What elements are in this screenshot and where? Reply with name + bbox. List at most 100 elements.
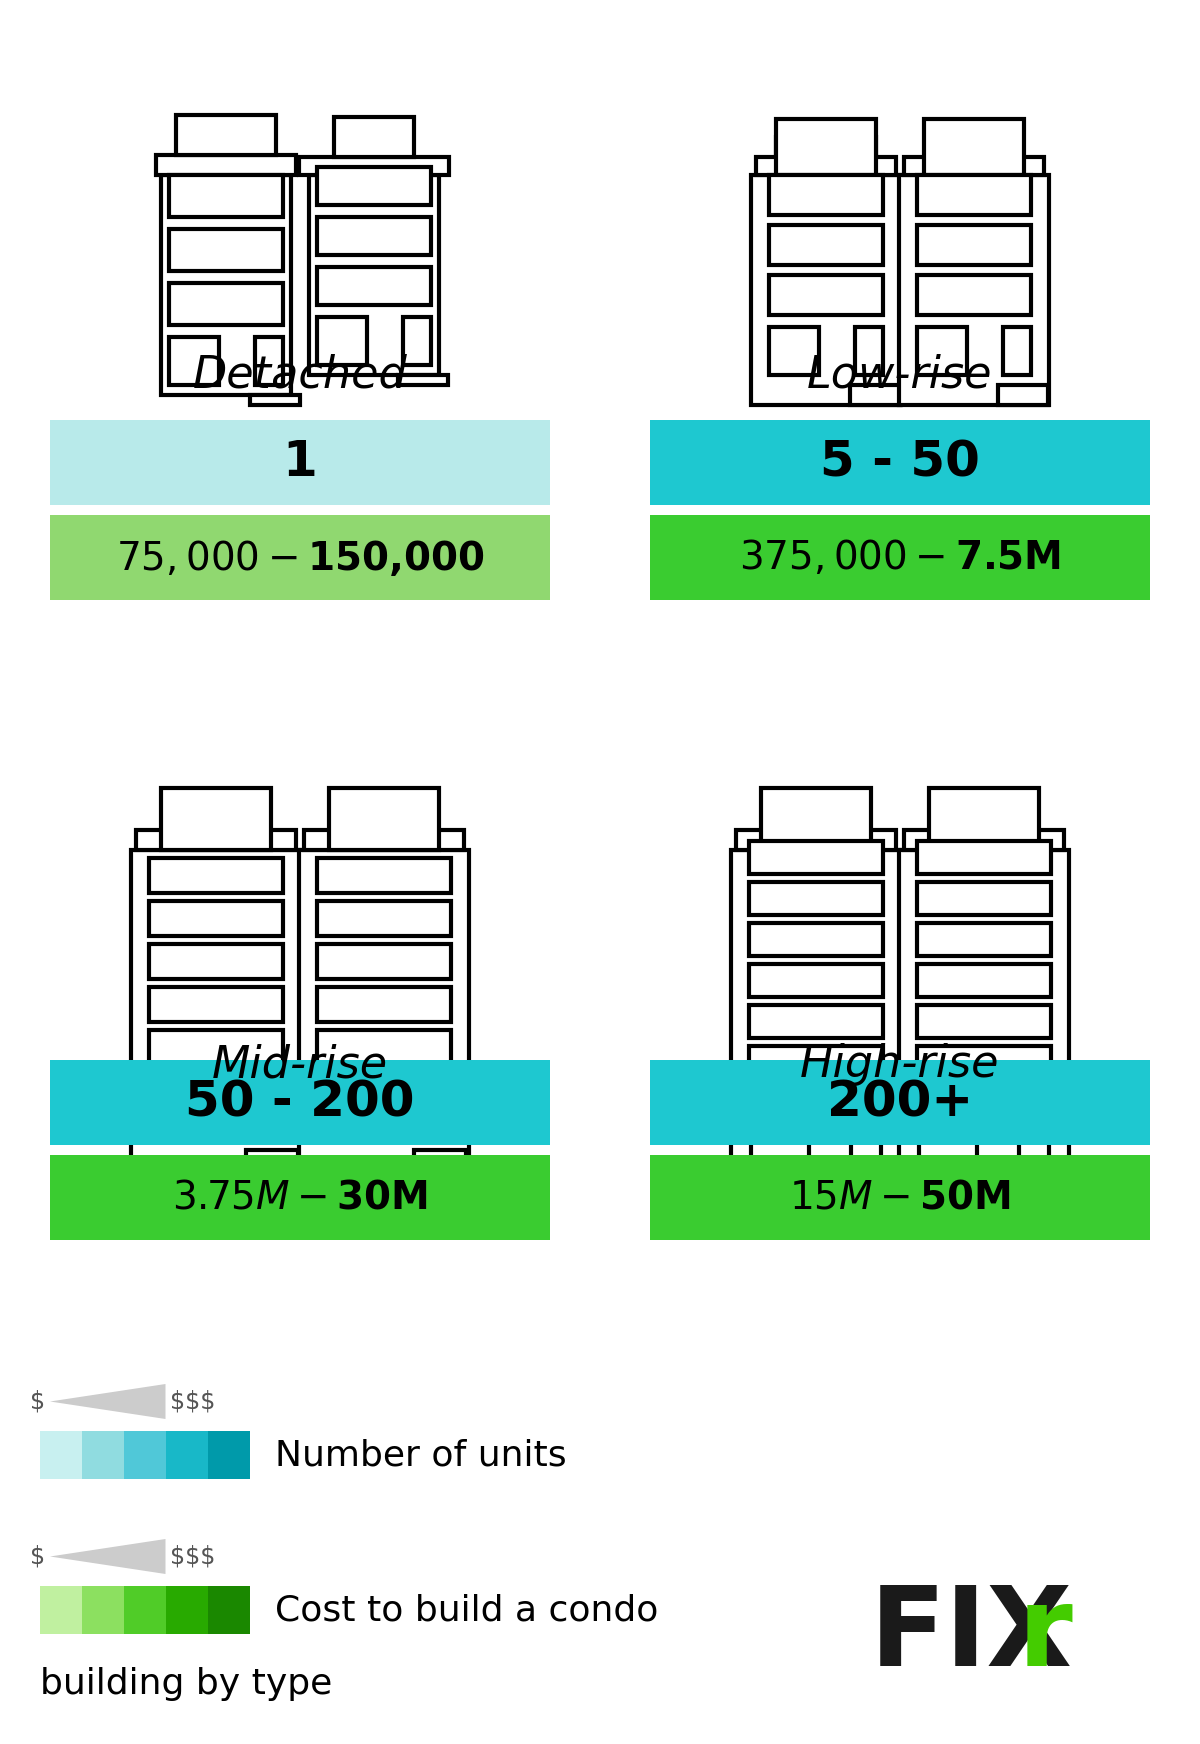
FancyBboxPatch shape [304, 830, 464, 849]
FancyBboxPatch shape [50, 514, 550, 600]
FancyBboxPatch shape [156, 155, 296, 174]
Text: $: $ [30, 1545, 46, 1568]
FancyBboxPatch shape [917, 882, 1051, 916]
FancyBboxPatch shape [1019, 1135, 1049, 1198]
FancyBboxPatch shape [749, 964, 883, 998]
Text: building by type: building by type [40, 1667, 332, 1700]
FancyBboxPatch shape [414, 1149, 466, 1170]
FancyBboxPatch shape [751, 1135, 809, 1198]
FancyBboxPatch shape [998, 385, 1048, 405]
FancyBboxPatch shape [749, 1046, 883, 1080]
FancyBboxPatch shape [161, 174, 292, 394]
FancyBboxPatch shape [50, 420, 550, 506]
FancyBboxPatch shape [169, 174, 283, 216]
FancyBboxPatch shape [131, 849, 301, 1170]
FancyBboxPatch shape [769, 328, 818, 375]
Text: 1: 1 [282, 438, 318, 487]
FancyBboxPatch shape [169, 337, 220, 385]
FancyBboxPatch shape [749, 882, 883, 916]
FancyBboxPatch shape [50, 1060, 550, 1146]
FancyBboxPatch shape [208, 1585, 250, 1634]
FancyBboxPatch shape [403, 317, 431, 364]
FancyBboxPatch shape [736, 830, 896, 849]
FancyBboxPatch shape [299, 849, 469, 1170]
FancyBboxPatch shape [256, 337, 283, 385]
Text: r: r [1018, 1582, 1073, 1688]
Polygon shape [50, 1538, 166, 1575]
Text: FIX: FIX [870, 1582, 1073, 1688]
FancyBboxPatch shape [317, 987, 451, 1022]
FancyBboxPatch shape [149, 902, 283, 937]
FancyBboxPatch shape [917, 1046, 1051, 1080]
FancyBboxPatch shape [317, 317, 367, 364]
FancyBboxPatch shape [161, 788, 271, 849]
Text: 50 - 200: 50 - 200 [185, 1078, 415, 1127]
FancyBboxPatch shape [769, 174, 883, 215]
FancyBboxPatch shape [917, 1005, 1051, 1038]
FancyBboxPatch shape [749, 1005, 883, 1038]
FancyBboxPatch shape [40, 1585, 82, 1634]
FancyBboxPatch shape [169, 283, 283, 324]
FancyBboxPatch shape [317, 902, 451, 937]
FancyBboxPatch shape [854, 328, 883, 375]
FancyBboxPatch shape [850, 385, 900, 405]
FancyBboxPatch shape [917, 1087, 1051, 1120]
FancyBboxPatch shape [40, 1432, 82, 1479]
FancyBboxPatch shape [299, 157, 449, 174]
FancyBboxPatch shape [917, 174, 1031, 215]
Text: Low-rise: Low-rise [808, 354, 992, 396]
Text: Mid-rise: Mid-rise [212, 1043, 388, 1087]
FancyBboxPatch shape [50, 1155, 550, 1240]
FancyBboxPatch shape [419, 1080, 449, 1139]
Text: 200+: 200+ [827, 1078, 973, 1127]
FancyBboxPatch shape [846, 1210, 898, 1230]
Text: Number of units: Number of units [275, 1439, 566, 1472]
FancyBboxPatch shape [317, 167, 431, 206]
FancyBboxPatch shape [136, 830, 296, 849]
FancyBboxPatch shape [751, 174, 901, 405]
FancyBboxPatch shape [82, 1432, 124, 1479]
FancyBboxPatch shape [82, 1585, 124, 1634]
FancyBboxPatch shape [319, 1080, 377, 1139]
FancyBboxPatch shape [650, 1060, 1150, 1146]
FancyBboxPatch shape [317, 944, 451, 978]
FancyBboxPatch shape [250, 394, 300, 405]
FancyBboxPatch shape [761, 788, 871, 849]
FancyBboxPatch shape [149, 944, 283, 978]
FancyBboxPatch shape [317, 267, 431, 305]
FancyBboxPatch shape [176, 115, 276, 155]
Text: $: $ [30, 1390, 46, 1413]
FancyBboxPatch shape [151, 1080, 209, 1139]
FancyBboxPatch shape [917, 276, 1031, 316]
FancyBboxPatch shape [917, 225, 1031, 265]
FancyBboxPatch shape [749, 1087, 883, 1120]
FancyBboxPatch shape [166, 1432, 208, 1479]
Text: $3.75M - $30M: $3.75M - $30M [172, 1179, 428, 1217]
Text: $$$: $$$ [170, 1545, 216, 1568]
FancyBboxPatch shape [124, 1432, 166, 1479]
FancyBboxPatch shape [208, 1432, 250, 1479]
FancyBboxPatch shape [919, 1135, 977, 1198]
FancyBboxPatch shape [769, 225, 883, 265]
FancyBboxPatch shape [166, 1585, 208, 1634]
FancyBboxPatch shape [149, 858, 283, 893]
FancyBboxPatch shape [769, 276, 883, 316]
FancyBboxPatch shape [124, 1585, 166, 1634]
FancyBboxPatch shape [149, 1031, 283, 1066]
FancyBboxPatch shape [650, 514, 1150, 600]
Text: $75,000 - $150,000: $75,000 - $150,000 [115, 537, 485, 577]
FancyBboxPatch shape [310, 174, 439, 375]
Text: 5 - 50: 5 - 50 [820, 438, 980, 487]
FancyBboxPatch shape [398, 375, 448, 385]
Text: $15M - $50M: $15M - $50M [790, 1179, 1010, 1217]
FancyBboxPatch shape [149, 987, 283, 1022]
FancyBboxPatch shape [899, 849, 1069, 1230]
FancyBboxPatch shape [1003, 328, 1031, 375]
FancyBboxPatch shape [251, 1080, 281, 1139]
FancyBboxPatch shape [899, 174, 1049, 405]
Text: $375,000 - $7.5M: $375,000 - $7.5M [739, 537, 1061, 577]
FancyBboxPatch shape [776, 138, 876, 174]
Text: High-rise: High-rise [800, 1043, 1000, 1087]
FancyBboxPatch shape [650, 1155, 1150, 1240]
FancyBboxPatch shape [756, 157, 896, 174]
